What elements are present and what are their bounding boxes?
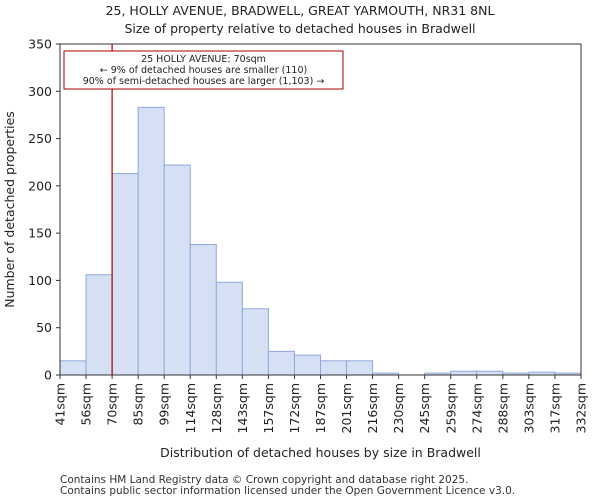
x-tick-label: 128sqm [209,383,224,433]
annotation-line-2: ← 9% of detached houses are smaller (110… [100,65,307,76]
x-tick-label: 230sqm [391,383,406,433]
x-tick-label: 114sqm [183,383,198,433]
y-axis-label: Number of detached properties [2,111,17,308]
chart-subtitle: Size of property relative to detached ho… [124,21,476,36]
x-tick-label: 201sqm [339,383,354,433]
histogram-bar [293,354,322,376]
y-tick-label: 200 [28,178,52,193]
histogram-bar [320,360,348,376]
y-tick-label: 150 [28,226,52,241]
x-tick-label: 172sqm [287,383,302,433]
x-tick-label: 157sqm [261,383,276,433]
histogram-bar [476,370,504,376]
annotation-line-1: 25 HOLLY AVENUE: 70sqm [141,54,266,65]
x-tick-label: 99sqm [157,383,172,426]
x-axis-label: Distribution of detached houses by size … [160,445,481,460]
x-tick-label: 332sqm [574,383,589,433]
histogram-bar [111,173,139,376]
y-tick-label: 350 [28,37,52,52]
annotation-box [63,50,344,90]
x-tick-label: 56sqm [79,383,94,426]
x-tick-label: 317sqm [547,383,562,433]
histogram-bar [267,350,295,376]
x-tick-label: 303sqm [521,383,536,433]
x-tick-label: 41sqm [53,383,68,426]
y-tick-label: 300 [28,84,52,99]
histogram-bar [450,370,478,376]
x-tick-label: 143sqm [235,383,250,433]
histogram-bar [346,360,374,376]
x-tick-label: 216sqm [365,383,380,433]
histogram-bar [163,164,191,376]
x-tick-label: 187sqm [313,383,328,433]
histogram-chart: 0 50 100 150 200 250 300 350 41sqm 56sqm 70sqm 85sq… [2,37,589,461]
histogram-bar [215,281,243,376]
x-tick-label: 245sqm [417,383,432,433]
annotation-line-3: 90% of semi-detached houses are larger (… [83,76,325,87]
y-tick-label: 250 [28,131,52,146]
histogram-bar [241,308,269,376]
x-tick-label: 288sqm [495,383,510,433]
y-tick-label: 50 [36,320,52,335]
histogram-bar [137,106,165,376]
x-tick-label: 85sqm [131,383,146,426]
histogram-bar [85,274,113,376]
x-tick-label: 70sqm [105,383,120,426]
histogram-bar [189,243,217,376]
x-tick-label: 259sqm [443,383,458,433]
footer-licence: Contains public sector information licen… [60,485,516,497]
histogram-bar [59,360,87,376]
chart-title: 25, HOLLY AVENUE, BRADWELL, GREAT YARMOU… [105,3,495,18]
y-tick-label: 0 [44,368,52,383]
x-tick-label: 274sqm [469,383,484,433]
footer-copyright: Contains HM Land Registry data © Crown c… [60,474,469,486]
y-tick-label: 100 [28,273,52,288]
